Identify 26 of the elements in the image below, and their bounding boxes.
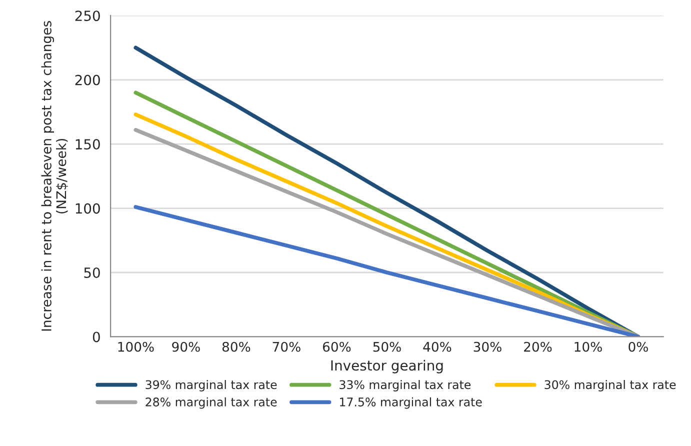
x-tick-label: 30% [474,342,502,352]
x-tick-label: 100% [118,342,154,352]
x-tick-label: 10% [574,342,602,352]
legend-label: 30% marginal tax rate [544,380,676,392]
legend-label: 17.5% marginal tax rate [340,397,482,409]
x-tick-label: 60% [322,342,351,352]
legend-label: 33% marginal tax rate [340,380,471,392]
x-tick-label: 20% [524,342,552,352]
y-tick-label: 150 [76,139,100,150]
y-tick-label: 100 [76,203,100,214]
x-tick-label: 0% [628,342,648,352]
legend-label: 39% marginal tax rate [146,380,277,392]
y-tick-label: 250 [75,10,100,22]
legend-label: 28% marginal tax rate [146,397,277,409]
x-tick-label: 90% [172,342,200,352]
x-tick-label: 50% [373,342,401,352]
y-axis-title: Increase in rent to breakeven post tax changes (NZ$/week) [41,21,68,331]
line-series [134,205,640,337]
line-series [134,46,640,337]
y-tick-label: 0 [92,332,100,342]
x-axis-title: Investor gearing [331,360,443,374]
y-tick-label: 200 [75,74,100,86]
x-tick-label: 70% [272,342,300,352]
y-tick-label: 50 [84,267,100,278]
x-tick-label: 80% [222,342,250,352]
x-tick-label: 40% [423,342,452,352]
